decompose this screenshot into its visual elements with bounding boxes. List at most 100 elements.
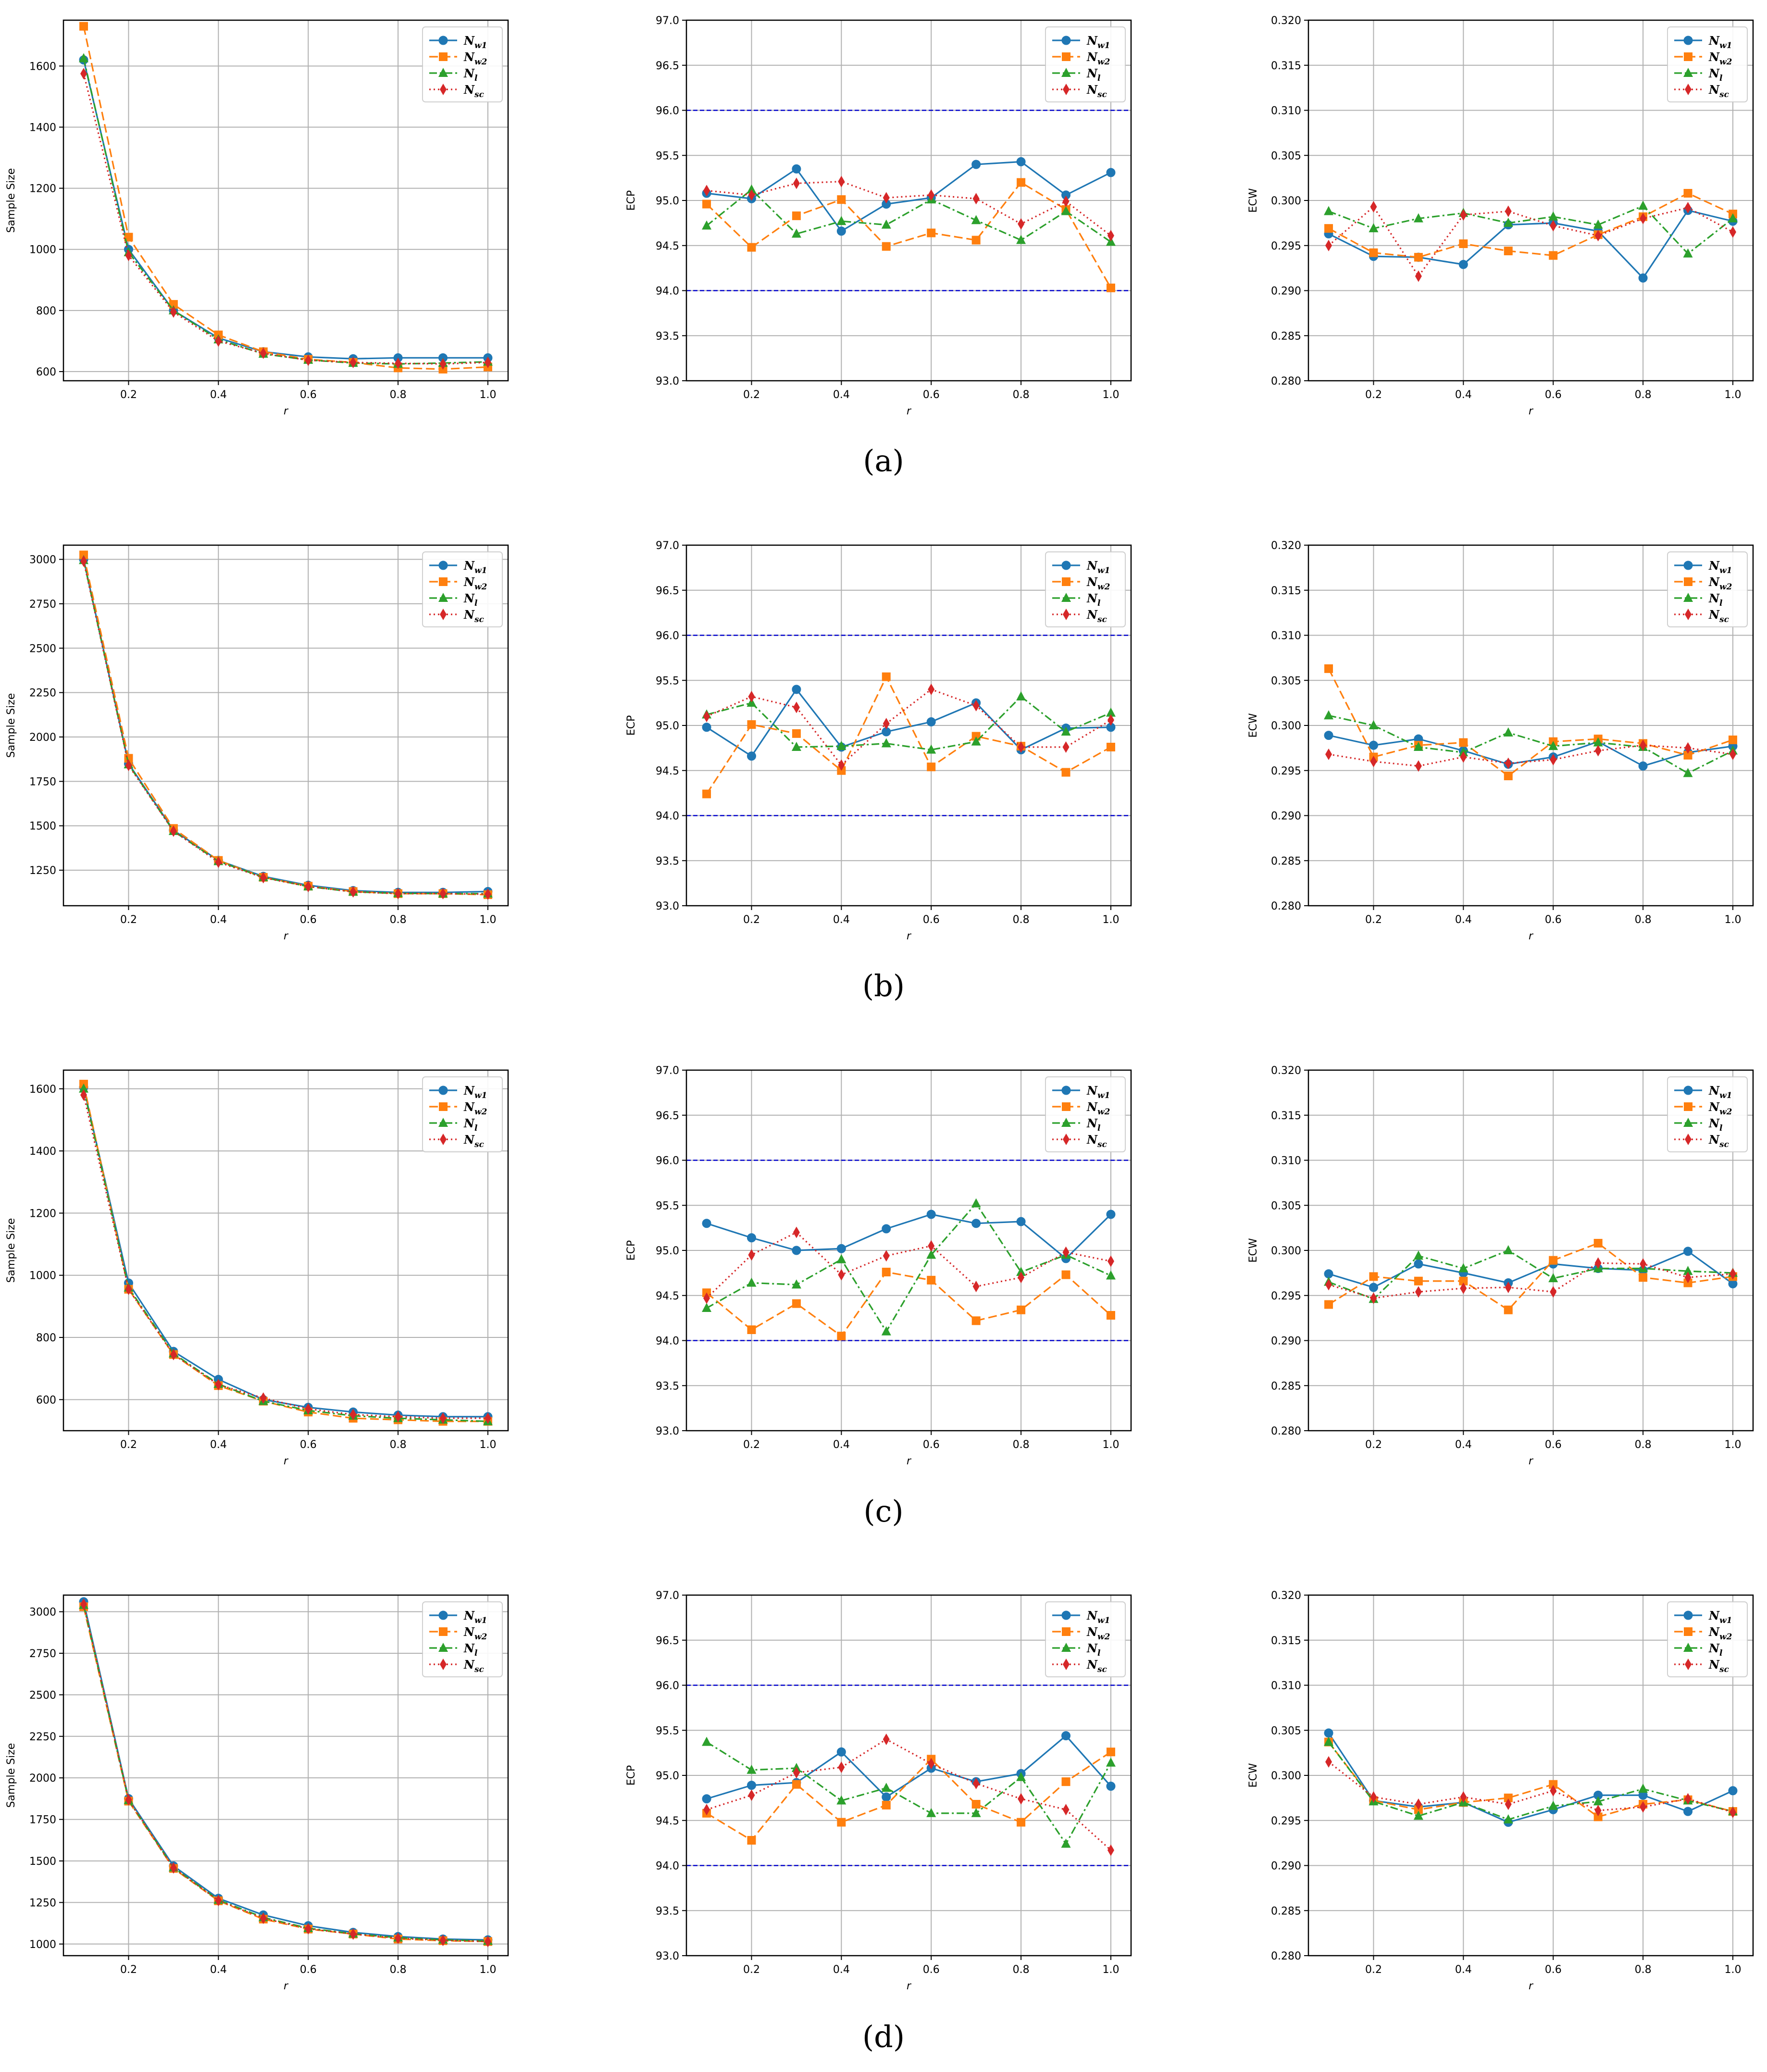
- panel-d-ecw-legend-swatch-marker: [1684, 1627, 1692, 1636]
- panel-c-size-series-line: [83, 1095, 488, 1419]
- panel-a-size-legend-swatch-marker: [438, 36, 448, 45]
- panel-d-size-xtick-label: 0.2: [120, 1964, 137, 1976]
- panel-c-ecw-series-n-sc: [1325, 1257, 1736, 1304]
- panel-b-size-point: [125, 760, 132, 772]
- panel-c-ecp-ytick-label: 93.5: [656, 1380, 679, 1392]
- panel-c-size-point: [79, 1083, 89, 1093]
- panel-c-ecp-point: [702, 1303, 712, 1312]
- panel-a-size-point: [79, 53, 89, 62]
- panel-b-size-xlabel: r: [284, 930, 289, 942]
- panel-a-ecw-ytick-label: 0.305: [1271, 150, 1301, 162]
- panel-b-ecw-ytick-label: 0.315: [1271, 585, 1301, 597]
- panel-c-size-legend-label: Nl: [463, 1116, 478, 1133]
- panel-a-ecp-point: [971, 160, 981, 169]
- panel-c-ecw-legend-swatch-marker: [1685, 1134, 1692, 1145]
- panel-b-ecp-point: [881, 738, 891, 748]
- panel-a-ecw-point: [1594, 230, 1602, 242]
- panel-b-size-legend-swatch-marker: [438, 561, 448, 570]
- panel-c-ecp-series-n-w2: [702, 1268, 1115, 1341]
- panel-d-size-xtick-label: 0.8: [390, 1964, 407, 1976]
- panel-c-ecp-point: [702, 1219, 711, 1228]
- panel-b-ecp-ytick-label: 94.0: [656, 811, 679, 823]
- panel-d-ecp-point: [792, 1780, 801, 1789]
- panel-b-ecp-ytick-label: 93.0: [656, 900, 679, 912]
- panel-a-ecw-point: [1415, 270, 1422, 282]
- panel-b-ecw-xtick-label: 1.0: [1724, 914, 1741, 926]
- panel-d-size-ytick-label: 1250: [29, 1897, 56, 1909]
- panel-d-size-ytick-label: 1500: [29, 1856, 56, 1868]
- panel-a-ecp-xtick-label: 1.0: [1102, 389, 1119, 401]
- panel-d-ecp-point: [882, 1800, 891, 1810]
- panel-b-size-legend-label: Nsc: [463, 608, 485, 624]
- panel-a-size-series-line: [83, 73, 488, 365]
- panel-b-ecp-point: [792, 685, 801, 694]
- panel-c-size-xtick-label: 1.0: [479, 1439, 496, 1451]
- panel-b-size-legend-swatch-marker: [439, 577, 448, 586]
- panel-a-ecp-legend-swatch-marker: [1063, 84, 1070, 95]
- panel-c-ecw-legend-label: Nw2: [1708, 1100, 1732, 1117]
- panel-d-ecp-point: [1106, 1747, 1115, 1757]
- panel-b-ecw-xlabel: r: [1529, 930, 1534, 942]
- panel-a-ecp-series-line: [706, 181, 1111, 237]
- panel-d-ecp-xtick-label: 0.2: [743, 1964, 760, 1976]
- panel-a-ecp-xtick-label: 0.6: [923, 389, 940, 401]
- panel-c-ecp-point: [1016, 1217, 1026, 1226]
- panel-b-ecp-point: [748, 691, 755, 702]
- panel-b-ecp-ytick-label: 95.5: [656, 675, 679, 687]
- panel-d-ecw-series-line: [1328, 1732, 1733, 1823]
- panel-b-ecw-xtick-label: 0.4: [1455, 914, 1472, 926]
- panel-b-ecw-point: [1728, 736, 1737, 744]
- panel-b-ecp-point: [1061, 726, 1071, 736]
- panel-b-ecw-point: [1325, 749, 1332, 760]
- panel-b-ecp-point: [702, 723, 711, 732]
- panel-c-ecw-series-line: [1328, 1250, 1733, 1288]
- panel-d-ecw-point: [1324, 1736, 1334, 1746]
- panel-b-ecp-ylabel: ECP: [625, 715, 637, 736]
- panel-a-ecw-chart: 0.2 0.4 0.6 0.8 1.0 0.280 0.285 0.290 0.295 0.300…: [1247, 15, 1754, 417]
- panel-b-ecp-point: [703, 711, 710, 723]
- panel-d-ecp-point: [1061, 1777, 1070, 1786]
- panel-d-ecp-series-line: [706, 1735, 1112, 1800]
- panel-d-ecw-point: [1683, 1807, 1693, 1816]
- panel-c-size-series-n-sc: [80, 1089, 491, 1424]
- panel-c-size-xtick-label: 0.2: [120, 1439, 137, 1451]
- panel-c-ecw-legend-label: Nl: [1708, 1116, 1723, 1133]
- panel-c-ecw-point: [1413, 1250, 1423, 1260]
- panel-b-ecw-ytick-label: 0.290: [1271, 811, 1301, 823]
- panel-b-ecp-point: [836, 741, 846, 750]
- panel-a-ecp-ytick-label: 94.0: [656, 286, 679, 298]
- panel-c-ecw-point: [1458, 1263, 1468, 1273]
- panel-a-ecw-ytick-label: 0.320: [1271, 15, 1301, 27]
- panel-c-size-point: [125, 1283, 132, 1295]
- panel-c-ecp-point: [971, 1219, 981, 1228]
- panel-a-size-xtick-label: 0.4: [210, 389, 227, 401]
- panel-b-ecp-series-line: [706, 688, 1111, 757]
- panel-a-ecw-point: [1460, 209, 1467, 221]
- panel-b-ecw-legend-label: Nw1: [1708, 559, 1732, 575]
- panel-a-ecw-xlabel: r: [1529, 405, 1534, 417]
- panel-c-ecw-ytick-label: 0.285: [1271, 1380, 1301, 1392]
- panel-a-ecw-point: [1638, 200, 1648, 210]
- panel-c-ecp-ytick-label: 96.0: [656, 1155, 679, 1167]
- panel-b-ecp-point: [792, 729, 801, 738]
- panel-c-ecp-point: [703, 1292, 710, 1304]
- panel-d-ecw-series-line: [1328, 1741, 1733, 1821]
- panel-c-ecp-point: [1106, 1210, 1116, 1219]
- panel-c-ecw-ytick-label: 0.315: [1271, 1110, 1301, 1122]
- panel-b-ecw-point: [1683, 768, 1693, 777]
- panel-d-size-legend-label: Nw2: [463, 1625, 487, 1642]
- panel-d-ecp-xtick-label: 0.6: [923, 1964, 940, 1976]
- panel-c-ecp-ytick-label: 95.0: [656, 1245, 679, 1257]
- panel-d-ecw-xtick-label: 0.6: [1545, 1964, 1562, 1976]
- panel-b-ecw-legend-swatch-marker: [1683, 561, 1693, 570]
- panel-a-size-point: [125, 250, 132, 262]
- panel-d-ecp-legend-swatch-marker: [1063, 1659, 1070, 1670]
- panel-b-ecw-legend-label: Nl: [1708, 591, 1723, 608]
- panel-b-ecw-ytick-label: 0.320: [1271, 540, 1301, 552]
- panel-b-ecw-point: [1594, 745, 1602, 757]
- panel-b-ecw-ytick-label: 0.285: [1271, 855, 1301, 867]
- panel-d-ecp-legend-swatch-marker: [1061, 1610, 1071, 1620]
- panel-a-ecw-ytick-label: 0.280: [1271, 375, 1301, 387]
- panel-c-size-ytick-label: 1000: [29, 1270, 56, 1282]
- panel-a-ecw-xtick-label: 0.4: [1455, 389, 1472, 401]
